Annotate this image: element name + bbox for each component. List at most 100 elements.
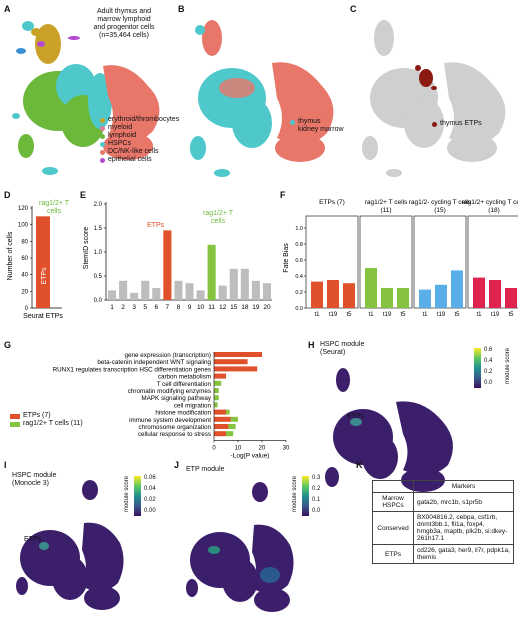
umap-c xyxy=(362,20,506,177)
bar xyxy=(397,288,409,308)
table-row-name: Conserved xyxy=(372,511,414,545)
category-label: carbon metabolism xyxy=(158,374,211,381)
y-tick-label: 0.2 xyxy=(295,290,303,296)
x-tick-label: 3 xyxy=(132,304,136,311)
y-tick-label: 0.6 xyxy=(295,258,303,264)
x-tick-label: t19 xyxy=(383,312,392,318)
x-tick-label: 20 xyxy=(263,304,271,311)
table-row: Markers xyxy=(372,480,514,493)
umap-h xyxy=(325,368,453,492)
x-tick-label: t19 xyxy=(329,312,338,318)
chart-e: StemID score 0.00.51.01.52.0 1 2 3 5 6 7 8 9 10 1… xyxy=(83,202,272,311)
table-row-markers: gata2b, mrc1b, s1pr5b xyxy=(413,492,514,512)
bar xyxy=(230,416,238,422)
bar xyxy=(381,288,393,308)
chart-d-bar xyxy=(36,216,50,308)
bar xyxy=(228,424,236,429)
cb-tick: 0.02 xyxy=(144,497,156,503)
bar xyxy=(185,283,194,300)
bar xyxy=(214,395,219,401)
subpanel-title: rag1/2- cycling T cells xyxy=(409,199,472,206)
subpanel-title: (18) xyxy=(488,207,500,214)
bar xyxy=(119,280,128,300)
colorbar-j-ticks: 0.3 0.2 0.1 0.0 xyxy=(312,473,320,517)
x-tick-label: 0 xyxy=(212,445,216,451)
chart-e-xticks: 1 2 3 5 6 7 8 9 10 11 12 15 18 19 20 xyxy=(110,304,271,311)
chart-d: Number of cells 0 20 40 60 80 100 120 ETPs Seu… xyxy=(7,206,63,320)
legend-label: DC/NK-like cells xyxy=(108,148,159,155)
chart-d-ticks: 0 20 40 60 80 100 120 xyxy=(18,206,32,312)
legend-label: lymphoid xyxy=(108,132,137,139)
cb-tick: 0.4 xyxy=(484,358,493,364)
bar xyxy=(214,402,218,408)
x-tick-label: t5 xyxy=(454,312,460,318)
y-tick-label: 120 xyxy=(18,206,29,212)
bar xyxy=(196,290,205,300)
panel-i-annotation: ETPs xyxy=(24,536,42,543)
x-tick-label: 10 xyxy=(197,304,205,311)
cb-tick: 0.2 xyxy=(312,486,321,492)
table-header: Markers xyxy=(413,480,514,493)
legend-swatch xyxy=(290,127,295,133)
bar xyxy=(214,388,219,393)
legend-swatch xyxy=(10,413,20,419)
cb-tick: 0.3 xyxy=(312,475,321,481)
x-tick-label: t5 xyxy=(508,312,514,318)
umap-j xyxy=(186,482,294,612)
x-tick-label: 18 xyxy=(241,304,249,311)
subpanel-title: rag1/2+ T cells xyxy=(365,199,408,206)
colorbar-i-ticks: 0.06 0.04 0.02 0.00 xyxy=(144,473,156,517)
bar xyxy=(505,288,517,308)
category-label: histone modification xyxy=(155,410,211,417)
y-tick-label: 1.0 xyxy=(94,250,103,256)
bar xyxy=(214,373,226,379)
x-tick-label: 30 xyxy=(283,445,290,451)
y-tick-label: 0.5 xyxy=(94,274,103,280)
bar xyxy=(327,280,339,308)
panel-j-title: ETP module xyxy=(186,466,225,473)
bar xyxy=(214,416,231,422)
panel-h-title: HSPC module (Seurat) xyxy=(320,341,365,356)
chart-d-xlabel: Seurat ETPs xyxy=(23,313,63,320)
table-row: Conserved BX004816.2, cebpa, csf1rb, dnmt… xyxy=(372,511,514,545)
chart-f-content: ETPs (7) 0.0 0.2 0.4 0.6 0.8 1.0 t1 t19 t5 rag1/2+… xyxy=(295,199,518,318)
bar xyxy=(262,283,271,300)
bar xyxy=(214,431,226,437)
legend-swatch xyxy=(100,157,105,163)
panel-label-e: E xyxy=(80,190,87,200)
bar xyxy=(226,409,230,415)
x-tick-label: 11 xyxy=(208,304,215,311)
category-label: immune system development xyxy=(129,417,211,424)
chart-f-ylabel: Fate Bias xyxy=(283,243,290,273)
y-tick-label: 0.8 xyxy=(295,242,303,248)
cb-tick: 0.04 xyxy=(144,486,156,492)
table-cell xyxy=(372,480,414,493)
subpanel-title: ETPs (7) xyxy=(319,199,345,206)
legend-label: HSPCs xyxy=(108,140,131,147)
panel-label-c: C xyxy=(350,4,357,14)
panel-a-title-line: Adult thymus and xyxy=(96,8,152,15)
bar xyxy=(108,290,117,300)
etp-cells xyxy=(415,65,437,90)
category-label: cellular response to stress xyxy=(138,431,211,438)
y-tick-label: 40 xyxy=(21,273,28,279)
legend-swatch xyxy=(290,119,295,125)
umap-b xyxy=(190,20,334,177)
chart-d-annotation: rag1/2+ T cells xyxy=(38,200,70,215)
y-tick-label: 2.0 xyxy=(94,202,103,208)
legend-swatch xyxy=(432,121,437,127)
panel-label-i: I xyxy=(4,460,7,470)
panel-i-title: HSPC module (Monocle 3) xyxy=(12,472,57,487)
panel-label-f: F xyxy=(280,190,286,200)
legend-item: kidney marrow xyxy=(290,126,344,134)
umap-a-clusters xyxy=(12,21,160,175)
x-tick-label: 2 xyxy=(121,304,125,311)
panel-a-title: Adult thymus and marrow lymphoid and pro… xyxy=(84,8,164,40)
x-tick-label: 20 xyxy=(259,445,266,451)
legend-swatch xyxy=(100,133,105,139)
bar xyxy=(419,289,431,308)
panel-a-title-line: (n=35,464 cells) xyxy=(98,32,149,39)
cb-tick: 0.1 xyxy=(312,497,321,503)
table-row-markers: cd226, gata3, her9, il7r, pdpk1a, themis xyxy=(413,544,514,564)
y-tick-label: 0.0 xyxy=(94,298,103,304)
